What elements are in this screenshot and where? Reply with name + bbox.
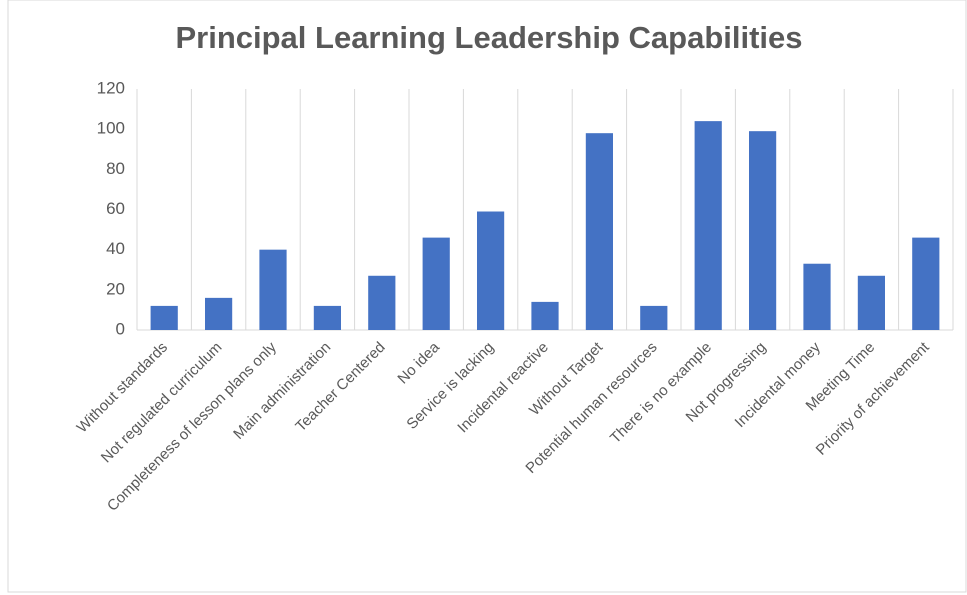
x-tick-label: Main administration (230, 339, 334, 443)
x-tick-label: No idea (394, 338, 443, 387)
bar (477, 211, 505, 330)
bar (912, 237, 940, 330)
bar (640, 305, 668, 330)
chart-frame (7, 0, 967, 593)
bar (694, 121, 722, 330)
bar (422, 237, 450, 330)
chart-title: Principal Learning Leadership Capabiliti… (175, 20, 802, 55)
x-tick-label: There is no example (607, 339, 715, 447)
y-tick-label: 100 (97, 119, 125, 138)
bar (531, 301, 559, 330)
bar (259, 249, 287, 330)
bar (368, 275, 396, 330)
y-tick-label: 80 (106, 159, 125, 178)
x-tick-label: Without standards (74, 339, 172, 437)
bar (150, 305, 178, 330)
y-tick-label: 120 (97, 78, 125, 97)
bar (313, 305, 341, 330)
bar (585, 133, 613, 330)
bar (803, 263, 831, 330)
bar (205, 297, 233, 330)
bar (749, 131, 777, 330)
y-tick-label: 20 (106, 279, 125, 298)
bar (857, 275, 885, 330)
y-tick-label: 40 (106, 239, 125, 258)
x-tick-label: Incidental reactive (454, 339, 552, 437)
y-tick-label: 0 (116, 319, 125, 338)
x-tick-label: Priority of achievement (813, 338, 933, 458)
y-tick-label: 60 (106, 199, 125, 218)
